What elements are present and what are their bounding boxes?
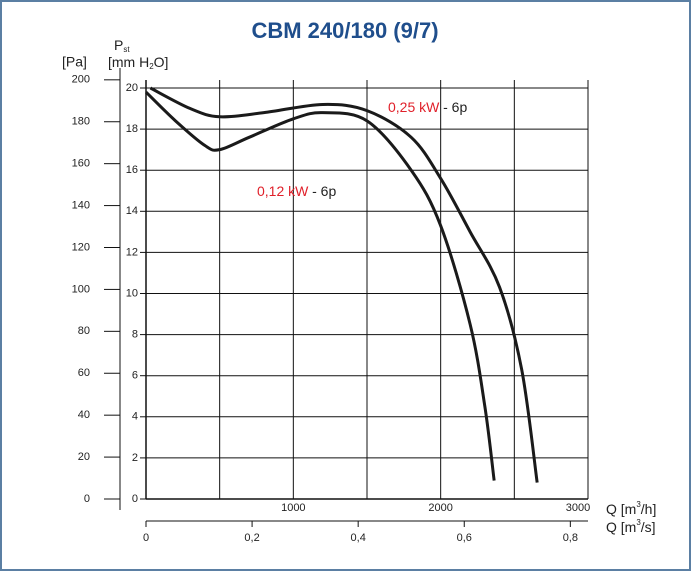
x2-tick-label: 0,4 — [351, 532, 366, 544]
x-label-a: Q [m — [606, 501, 636, 517]
y-label-sub: st — [123, 45, 130, 54]
y-label: Pst — [114, 37, 130, 54]
curve-label: 0,25 kW - 6p — [388, 99, 467, 115]
y-tick-label: 2 — [132, 452, 138, 464]
y2-tick-label: 40 — [78, 409, 90, 421]
curve-label-power: 0,12 kW — [257, 183, 309, 199]
y-tick-label: 0 — [132, 493, 138, 505]
x-tick-label: 3000 — [566, 502, 590, 514]
curve-label-poles: - 6p — [443, 99, 467, 115]
y2-tick-label: 20 — [78, 451, 90, 463]
curve — [149, 86, 539, 483]
x-label-b: 3 — [636, 500, 641, 509]
y-label-main: P — [114, 37, 123, 53]
y-units-a: [mm H — [108, 54, 149, 70]
y-tick-label: 20 — [126, 82, 138, 94]
y-tick-label: 12 — [126, 246, 138, 258]
y2-label: [Pa] — [62, 54, 87, 70]
x2-tick-label: 0,8 — [563, 532, 578, 544]
y-tick-label: 8 — [132, 329, 138, 341]
y-tick-label: 14 — [126, 205, 138, 217]
y2-tick-label: 140 — [72, 199, 90, 211]
x2-tick-label: 0,6 — [457, 532, 472, 544]
y2-tick-label: 180 — [72, 116, 90, 128]
x2-label-c: /s] — [641, 519, 656, 535]
curve — [144, 91, 496, 481]
x-label-c: /h] — [641, 501, 657, 517]
y-units-c: O] — [154, 54, 169, 70]
y-units: [mm H2O] — [108, 54, 168, 71]
y-units-b: 2 — [149, 62, 154, 71]
y2-tick-label: 60 — [78, 367, 90, 379]
y2-tick-label: 100 — [72, 283, 90, 295]
chart-title: CBM 240/180 (9/7) — [251, 18, 438, 43]
y-tick-label: 16 — [126, 164, 138, 176]
x-tick-label: 2000 — [428, 502, 452, 514]
y2-tick-label: 0 — [84, 493, 90, 505]
curve-label-poles: - 6p — [312, 183, 336, 199]
x2-label: Q [m3/s] — [606, 518, 656, 535]
curve-label-power: 0,25 kW — [388, 99, 440, 115]
x2-tick-label: 0 — [143, 532, 149, 544]
x-label: Q [m3/h] — [606, 500, 656, 517]
y2-tick-label: 80 — [78, 325, 90, 337]
curve-label: 0,12 kW - 6p — [257, 183, 336, 199]
x2-tick-label: 0,2 — [244, 532, 259, 544]
y2-tick-label: 160 — [72, 158, 90, 170]
y-tick-label: 10 — [126, 287, 138, 299]
y-tick-label: 6 — [132, 370, 138, 382]
x2-label-b: 3 — [636, 518, 641, 527]
y2-tick-label: 200 — [72, 74, 90, 86]
y-tick-label: 18 — [126, 123, 138, 135]
x2-label-a: Q [m — [606, 519, 636, 535]
x-tick-label: 1000 — [281, 502, 305, 514]
y2-tick-label: 120 — [72, 241, 90, 253]
y-tick-label: 4 — [132, 411, 138, 423]
